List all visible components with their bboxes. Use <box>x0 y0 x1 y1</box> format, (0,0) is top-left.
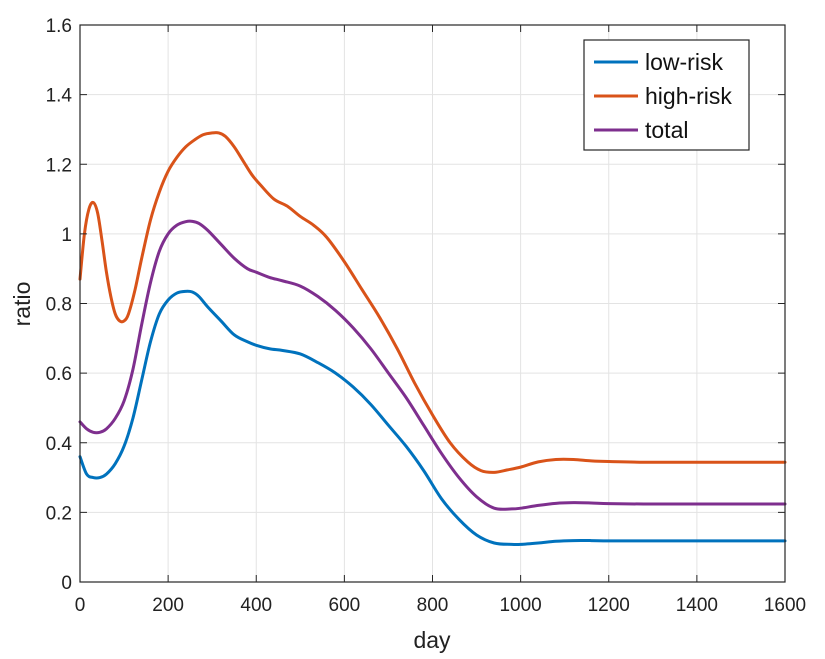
y-tick-label: 0.6 <box>46 364 72 385</box>
grid <box>80 25 785 582</box>
series-line-high-risk <box>78 131 787 474</box>
legend-label-low-risk: low-risk <box>645 49 723 75</box>
tick-marks <box>79 24 786 583</box>
x-tick-label: 1000 <box>499 595 541 616</box>
legend: low-risk high-risk total <box>583 39 750 151</box>
y-axis-label: ratio <box>9 282 35 327</box>
y-tick-label: 1 <box>61 225 72 246</box>
y-tick-label: 0.4 <box>46 434 73 455</box>
y-tick-label: 0 <box>61 573 72 594</box>
y-tick-label: 1.6 <box>46 16 72 37</box>
x-tick-labels: 0 200 400 600 800 1000 1200 1400 1600 <box>75 595 806 616</box>
legend-label-total: total <box>645 117 688 143</box>
x-tick-label: 1200 <box>588 595 630 616</box>
x-axis-label: day <box>413 627 451 653</box>
y-tick-label: 1.2 <box>46 155 72 176</box>
y-tick-label: 0.2 <box>46 503 72 524</box>
x-tick-label: 400 <box>240 595 272 616</box>
x-tick-label: 1600 <box>764 595 806 616</box>
series-line-total <box>78 219 787 511</box>
series-line-low-risk <box>78 289 787 547</box>
y-tick-label: 1.4 <box>46 86 73 107</box>
legend-label-high-risk: high-risk <box>645 83 732 109</box>
x-tick-label: 600 <box>329 595 361 616</box>
x-tick-label: 200 <box>152 595 184 616</box>
x-tick-label: 800 <box>417 595 449 616</box>
y-tick-label: 0.8 <box>46 295 72 316</box>
series-layer <box>78 131 787 547</box>
y-tick-labels: 0 0.2 0.4 0.6 0.8 1 1.2 1.4 1.6 <box>46 16 73 594</box>
x-tick-label: 1400 <box>676 595 718 616</box>
x-tick-label: 0 <box>75 595 86 616</box>
